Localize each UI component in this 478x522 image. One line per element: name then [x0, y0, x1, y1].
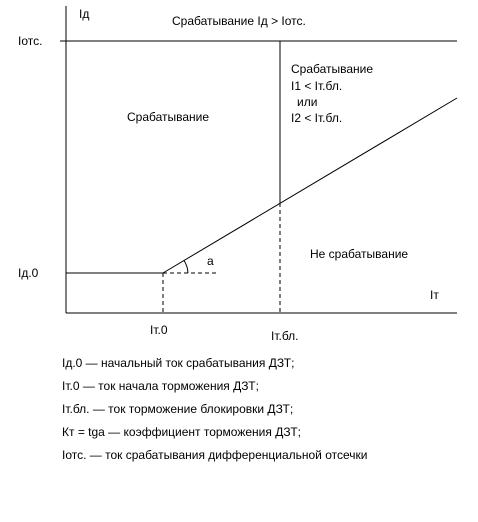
legend-line: Iт.0 — ток начала торможения ДЗТ;: [62, 379, 259, 393]
region-left: Срабатывание: [127, 110, 209, 124]
angle-label: a: [207, 254, 214, 268]
slope-line: [162, 97, 458, 274]
legend-line: Iт.бл. — ток торможение блокировки ДЗТ;: [62, 402, 293, 416]
x-label: Iт: [430, 288, 439, 302]
d0-label: Iд.0: [18, 266, 39, 280]
region-right: или: [297, 95, 317, 109]
legend-line: Iотс. — ток срабатывания дифференциально…: [62, 448, 367, 462]
legend-line: Iд.0 — начальный ток срабатывания ДЗТ;: [62, 356, 294, 370]
y-label: Iд: [79, 7, 89, 21]
region-right: I1 < Iт.бл.: [291, 79, 342, 93]
region-bottom-right: Не срабатывание: [310, 247, 408, 261]
region-top: Срабатывание Iд > Iотс.: [172, 14, 306, 28]
region-right: Срабатывание: [291, 62, 373, 76]
angle-arc: [183, 260, 189, 274]
legend-line: Кт = tgа — коэффициент торможения ДЗТ;: [62, 425, 301, 439]
tbl-label: Iт.бл.: [271, 329, 299, 343]
region-right: I2 < Iт.бл.: [291, 111, 342, 125]
ots-label: Iотс.: [18, 34, 42, 48]
t0-label: Iт.0: [150, 323, 168, 337]
